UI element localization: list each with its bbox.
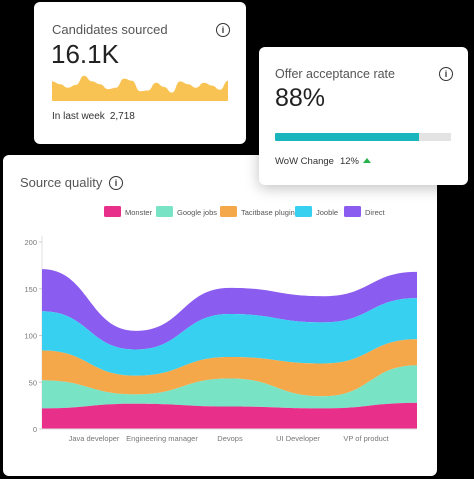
candidates-sourced-title: Candidates sourced xyxy=(52,22,168,37)
y-tick-label: 50 xyxy=(29,378,37,387)
candidates-footer: In last week 2,718 xyxy=(52,111,135,122)
wow-value: 12% xyxy=(339,156,359,167)
area-tacitbase-plugin xyxy=(42,339,417,397)
legend-label: Tacitbase plugin xyxy=(241,208,295,217)
legend-swatch xyxy=(104,206,121,217)
info-icon[interactable]: i xyxy=(216,23,230,37)
legend-label: Jooble xyxy=(316,208,338,217)
offer-acceptance-title: Offer acceptance rate xyxy=(275,67,395,81)
info-icon[interactable]: i xyxy=(109,176,123,190)
info-icon[interactable]: i xyxy=(439,67,453,81)
wow-change: WoW Change 12% xyxy=(275,156,371,167)
legend-swatch xyxy=(344,206,361,217)
footer-value: 2,718 xyxy=(109,111,135,122)
source-quality-title: Source quality xyxy=(20,175,103,190)
x-tick-label: Engineering manager xyxy=(126,434,198,443)
candidates-sourced-card: Candidates sourced i 16.1K In last week 2… xyxy=(34,2,246,144)
source-quality-chart: Monster Google jobs Tacitbase plugin Jooble… xyxy=(24,206,417,443)
area-jooble xyxy=(42,298,417,376)
legend-swatch xyxy=(220,206,237,217)
offer-acceptance-value: 88% xyxy=(275,84,326,112)
sparkline-area xyxy=(52,75,228,101)
wow-label: WoW Change xyxy=(275,156,334,167)
y-tick-label: 100 xyxy=(24,332,37,341)
legend-swatch xyxy=(156,206,173,217)
trend-up-icon xyxy=(362,158,371,163)
offer-progress-bar xyxy=(275,133,451,141)
candidates-sparkline xyxy=(52,75,228,101)
x-tick-label: Java developer xyxy=(69,434,120,443)
legend-swatch xyxy=(295,206,312,217)
legend-label: Monster xyxy=(125,208,153,217)
x-tick-label: VP of product xyxy=(343,434,389,443)
y-tick-label: 200 xyxy=(24,238,37,247)
area-direct xyxy=(42,269,417,350)
area-monster xyxy=(42,402,417,429)
area-google-jobs xyxy=(42,365,417,409)
y-tick-label: 150 xyxy=(24,285,37,294)
y-tick-label: 0 xyxy=(33,425,37,434)
footer-label: In last week xyxy=(52,111,105,122)
candidates-sourced-value: 16.1K xyxy=(51,39,119,69)
offer-progress-fill xyxy=(275,133,420,141)
legend-label: Direct xyxy=(365,208,386,217)
x-tick-label: UI Developer xyxy=(276,434,320,443)
x-tick-label: Devops xyxy=(217,434,243,443)
legend-label: Google jobs xyxy=(177,208,217,217)
source-quality-card: Source quality i Monster Google jobs Tacit… xyxy=(3,155,437,476)
offer-acceptance-card: Offer acceptance rate i 88% WoW Change 12… xyxy=(259,47,468,185)
